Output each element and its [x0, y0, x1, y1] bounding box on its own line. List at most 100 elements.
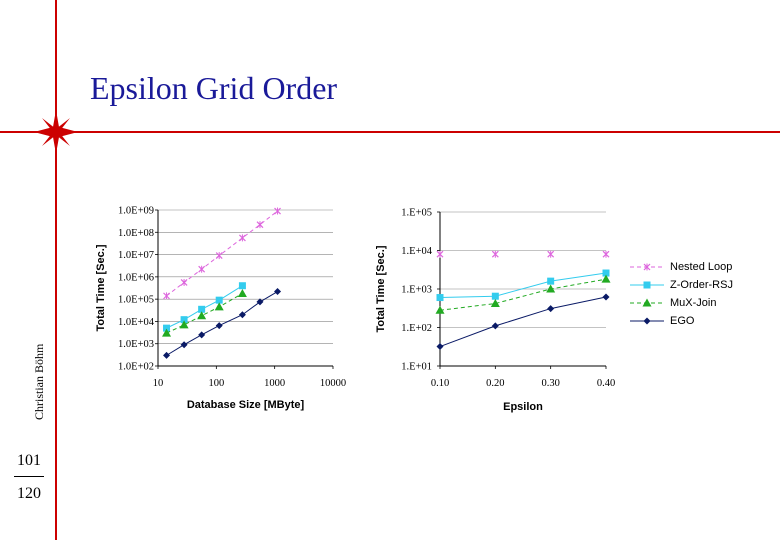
- data-point: [547, 250, 555, 258]
- data-point: [163, 351, 171, 359]
- y-tick-label: 1.0E+04: [118, 317, 155, 328]
- data-point: [238, 311, 246, 319]
- series-z-order-rsj: [436, 269, 610, 302]
- data-point: [491, 292, 499, 300]
- y-tick-label: 1.0E+08: [118, 228, 154, 239]
- data-point: [436, 343, 444, 351]
- slide-title: Epsilon Grid Order: [90, 70, 338, 106]
- data-point: [491, 250, 499, 258]
- data-point: [436, 294, 444, 302]
- legend-item: Z-Order-RSJ: [630, 276, 733, 294]
- star-icon: [34, 110, 78, 154]
- data-point: [274, 207, 281, 215]
- legend-item: MuX-Join: [630, 294, 733, 312]
- x-tick-label: 10: [153, 378, 164, 389]
- data-point: [436, 250, 444, 258]
- data-point: [180, 316, 188, 324]
- series-mux-join: [162, 288, 247, 337]
- legend-marker: [642, 298, 652, 307]
- legend-label: Z-Order-RSJ: [670, 279, 733, 291]
- data-point: [602, 269, 610, 277]
- page-divider: [14, 476, 44, 477]
- data-point: [197, 311, 207, 320]
- y-tick-label: 1.E+01: [401, 362, 432, 373]
- x-tick-label: 0.20: [486, 378, 504, 389]
- data-point: [602, 250, 610, 258]
- data-point: [162, 328, 172, 337]
- y-tick-label: 1.E+04: [401, 246, 432, 257]
- x-axis-label: Epsilon: [503, 401, 543, 413]
- data-point: [490, 299, 500, 308]
- legend-swatch: [630, 298, 664, 307]
- y-tick-label: 1.0E+07: [118, 250, 154, 261]
- x-tick-label: 0.40: [597, 378, 615, 389]
- series-nested-loop: [436, 250, 610, 258]
- data-point: [215, 322, 223, 330]
- page-total: 120: [17, 485, 41, 502]
- legend-marker: [643, 263, 651, 271]
- data-point: [546, 284, 556, 293]
- data-point: [547, 277, 555, 285]
- legend-swatch: [630, 317, 664, 325]
- data-point: [238, 234, 246, 242]
- series-line: [439, 296, 607, 348]
- legend-swatch: [630, 281, 664, 289]
- y-axis-label: Total Time [Sec.]: [95, 244, 107, 331]
- data-point: [491, 322, 499, 330]
- data-point: [198, 305, 206, 313]
- data-point: [163, 292, 170, 300]
- data-point: [601, 274, 611, 283]
- horizontal-accent-line: [0, 131, 780, 133]
- data-point: [215, 296, 223, 304]
- chart-legend: Nested Loop Z-Order-RSJ MuX-Join EGO: [630, 258, 733, 330]
- series-mux-join: [435, 274, 611, 314]
- x-tick-label: 100: [208, 378, 224, 389]
- y-tick-label: 1.0E+05: [118, 295, 154, 306]
- legend-label: MuX-Join: [670, 297, 717, 309]
- chart-1: 1.0E+02 1.0E+03 1.0E+04 1.0E+05 1.0E+06 1.0E+…: [95, 206, 346, 412]
- x-tick-label: 0.10: [431, 378, 449, 389]
- y-tick-label: 1.E+03: [401, 285, 432, 296]
- data-point: [180, 278, 188, 286]
- legend-item: Nested Loop: [630, 258, 733, 276]
- data-point: [214, 302, 224, 311]
- x-tick-label: 10000: [320, 378, 346, 389]
- data-point: [180, 341, 188, 349]
- series-line: [439, 278, 607, 311]
- y-tick-label: 1.0E+03: [118, 339, 154, 350]
- data-point: [198, 331, 206, 339]
- y-tick-label: 1.0E+06: [118, 272, 154, 283]
- data-point: [274, 288, 282, 296]
- legend-marker: [643, 317, 651, 325]
- data-point: [435, 305, 445, 314]
- vertical-accent-line: [55, 0, 57, 540]
- data-point: [215, 252, 223, 260]
- data-point: [163, 324, 171, 332]
- y-tick-label: 1.0E+09: [118, 206, 154, 217]
- data-point: [256, 298, 264, 306]
- data-point: [547, 305, 555, 313]
- series-ego: [163, 288, 282, 359]
- chart-2: 1.E+01 1.E+02 1.E+03 1.E+04 1.E+05 0.10 0.20 0.…: [375, 208, 615, 414]
- legend-marker: [643, 281, 651, 289]
- x-axis-label: Database Size [MByte]: [187, 399, 305, 411]
- series-nested-loop: [163, 207, 281, 300]
- legend-label: Nested Loop: [670, 261, 733, 273]
- y-axis-label: Total Time [Sec.]: [375, 245, 387, 332]
- y-tick-label: 1.E+05: [401, 208, 432, 219]
- data-point: [198, 265, 206, 273]
- y-tick-label: 1.E+02: [401, 323, 432, 334]
- x-tick-label: 1000: [264, 378, 285, 389]
- page-current: 101: [17, 452, 41, 469]
- series-z-order-rsj: [163, 282, 246, 332]
- data-point: [238, 282, 246, 290]
- data-point: [602, 293, 610, 301]
- legend-label: EGO: [670, 315, 695, 327]
- legend-item: EGO: [630, 312, 733, 330]
- y-tick-label: 1.0E+02: [118, 362, 154, 373]
- data-point: [179, 320, 189, 329]
- data-point: [237, 288, 247, 297]
- series-line: [439, 272, 607, 299]
- x-tick-label: 0.30: [541, 378, 559, 389]
